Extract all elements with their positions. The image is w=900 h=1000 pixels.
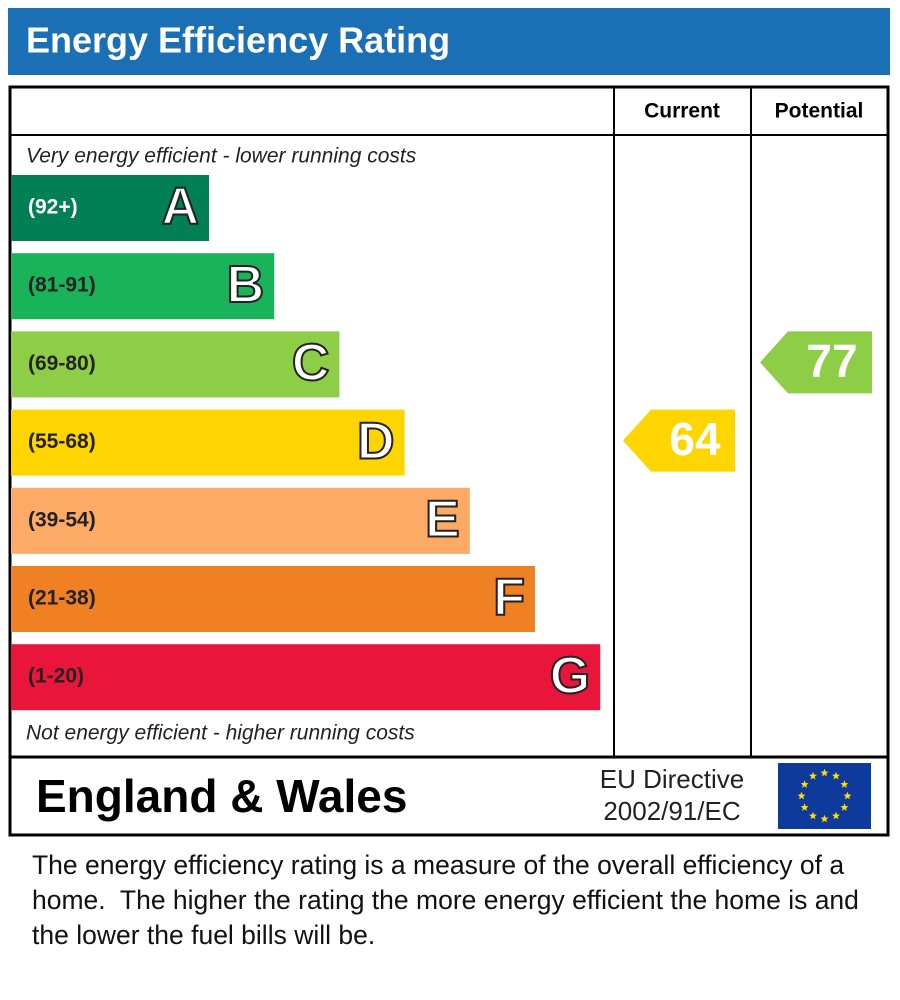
top-note: Very energy efficient - lower running co…: [26, 145, 417, 168]
column-header: Current: [644, 100, 720, 123]
eu-star: [809, 771, 817, 780]
epc-graphic: Energy Efficiency Rating Current Potenti…: [8, 8, 890, 837]
eu-star: [843, 791, 852, 800]
rating-arrow: [760, 331, 872, 394]
band-range: (81-91): [28, 274, 96, 297]
band-letter: B: [227, 256, 265, 314]
eu-star: [840, 780, 849, 788]
directive: EU Directive: [600, 764, 744, 794]
band-bar: [11, 175, 209, 241]
description: The energy efficiency rating is a measur…: [32, 850, 867, 950]
band-bar: [11, 487, 470, 554]
eu-star: [832, 771, 840, 780]
bottom-note: Not energy efficient - higher running co…: [26, 722, 415, 745]
rating-value: 77: [806, 335, 857, 387]
band-letter: C: [292, 334, 330, 392]
eu-star: [832, 811, 840, 820]
band-range: (69-80): [28, 352, 96, 375]
band-bar: [11, 566, 535, 632]
eu-star: [820, 814, 829, 823]
band-bar: [11, 409, 405, 476]
eu-star: [800, 803, 809, 811]
band-range: (55-68): [28, 430, 96, 453]
band-letter: F: [493, 569, 525, 627]
band-bar: [11, 331, 340, 398]
rating-arrow: [623, 409, 735, 472]
frame: [8, 85, 890, 837]
region: England & Wales: [36, 770, 407, 822]
eu-star: [797, 791, 806, 800]
band-range: (39-54): [28, 508, 96, 531]
band-bar: [11, 253, 275, 320]
title: Energy Efficiency Rating: [26, 20, 450, 61]
eu-star: [809, 811, 817, 820]
column-header: Potential: [775, 100, 864, 123]
directive: 2002/91/EC: [603, 796, 740, 826]
rating-value: 64: [669, 413, 721, 465]
band-range: (21-38): [28, 587, 96, 610]
band-range: (92+): [28, 196, 78, 219]
eu-star: [820, 768, 829, 777]
title-bar: [8, 8, 890, 75]
band-letter: E: [425, 491, 460, 549]
band-letter: G: [550, 647, 590, 705]
band-letter: D: [357, 412, 395, 470]
eu-star: [800, 780, 809, 788]
band-letter: A: [161, 178, 199, 236]
eu-star: [840, 803, 849, 811]
band-bar: [11, 644, 601, 711]
band-range: (1-20): [28, 665, 84, 688]
